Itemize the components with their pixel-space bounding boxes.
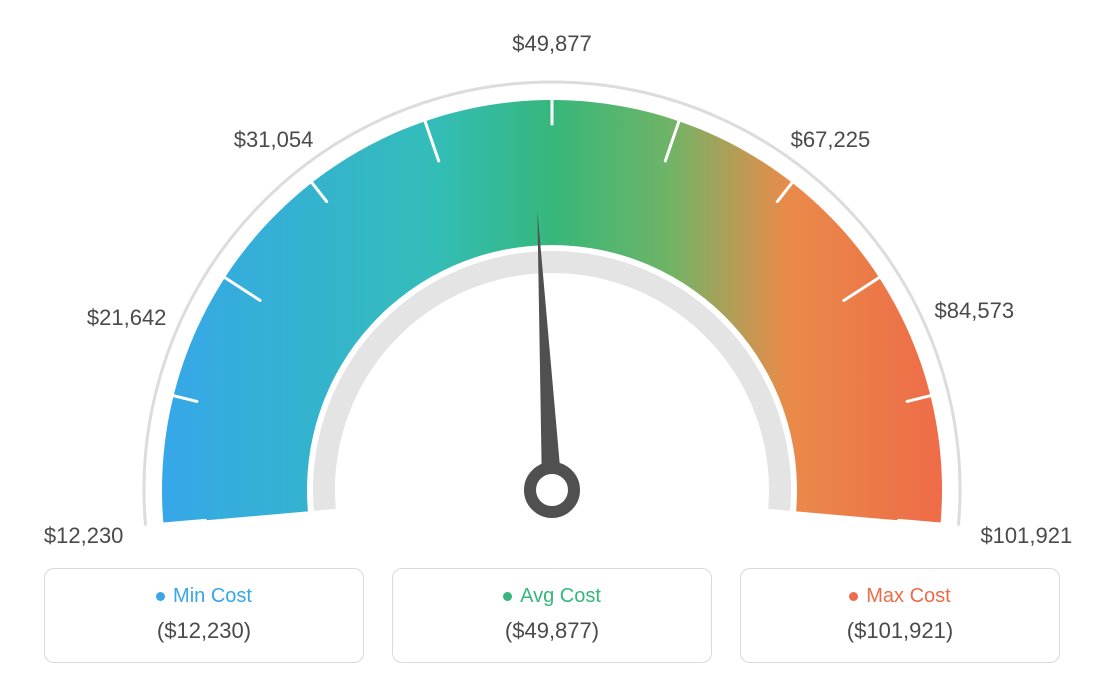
gauge-scale-label: $84,573 — [935, 298, 1015, 324]
legend-title-text: Max Cost — [866, 585, 950, 607]
legend-value: ($101,921) — [751, 618, 1049, 644]
gauge-scale-label: $49,877 — [512, 31, 592, 57]
legend-title: Min Cost — [55, 585, 353, 608]
gauge-hub — [530, 468, 574, 512]
legend-title: Max Cost — [751, 585, 1049, 608]
legend-dot-icon — [156, 592, 165, 601]
legend-card: Max Cost ($101,921) — [740, 568, 1060, 663]
legend-value: ($49,877) — [403, 618, 701, 644]
gauge-scale-label: $12,230 — [44, 523, 124, 549]
legend-dot-icon — [849, 592, 858, 601]
gauge-scale-label: $67,225 — [791, 127, 871, 153]
legend-title-text: Min Cost — [173, 585, 252, 607]
gauge-svg — [0, 0, 1104, 560]
gauge-scale-label: $31,054 — [234, 127, 314, 153]
legend-card: Min Cost ($12,230) — [44, 568, 364, 663]
legend-title: Avg Cost — [403, 585, 701, 608]
legend-title-text: Avg Cost — [520, 585, 601, 607]
legend-row: Min Cost ($12,230) Avg Cost ($49,877) Max Co… — [0, 568, 1104, 663]
gauge-scale-label: $101,921 — [980, 523, 1072, 549]
legend-card: Avg Cost ($49,877) — [392, 568, 712, 663]
legend-dot-icon — [503, 592, 512, 601]
legend-value: ($12,230) — [55, 618, 353, 644]
gauge-scale-label: $21,642 — [87, 305, 167, 331]
gauge-chart: $12,230 $21,642 $31,054 $49,877 $67,225 $84,5… — [0, 0, 1104, 560]
